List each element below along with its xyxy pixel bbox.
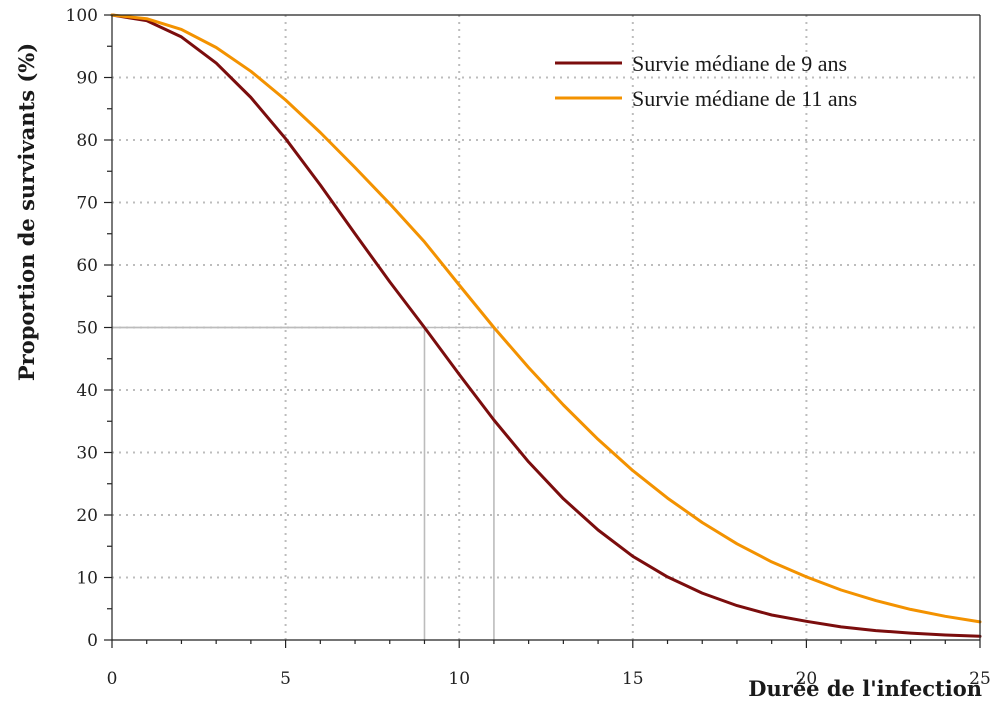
legend-label-series-1: Survie médiane de 9 ans (632, 51, 847, 76)
y-tick-label: 30 (76, 444, 98, 464)
grid (112, 15, 980, 640)
x-tick-label: 20 (796, 669, 818, 689)
y-tick-label: 60 (76, 256, 98, 276)
y-tick-label: 90 (76, 69, 98, 89)
legend-label-series-2: Survie médiane de 11 ans (632, 86, 857, 111)
x-axis-title: Durée de l'infection (748, 676, 982, 701)
y-tick-label: 20 (76, 506, 98, 526)
x-tick-label: 5 (280, 669, 291, 689)
y-tick-label: 70 (76, 194, 98, 214)
y-tick-label: 80 (76, 131, 98, 151)
x-tick-label: 10 (448, 669, 470, 689)
ticks: 0 10 20 30 40 50 60 70 80 90 100 0 5 10 15 20 25 (66, 6, 991, 689)
legend: Survie médiane de 9 ans Survie médiane d… (555, 51, 857, 111)
y-tick-label: 50 (76, 319, 98, 339)
axes (111, 14, 981, 641)
series-lines (110, 13, 982, 638)
x-tick-label: 15 (622, 669, 644, 689)
series-line-1 (110, 13, 982, 638)
y-tick-label: 0 (87, 631, 98, 651)
series-line-2 (110, 13, 982, 624)
y-tick-label: 10 (76, 569, 98, 589)
x-tick-label: 25 (969, 669, 991, 689)
x-tick-label: 0 (107, 669, 118, 689)
y-axis-title: Proportion de survivants (%) (14, 43, 39, 381)
median-markers (112, 326, 495, 640)
y-tick-label: 40 (76, 381, 98, 401)
y-tick-label: 100 (66, 6, 98, 26)
